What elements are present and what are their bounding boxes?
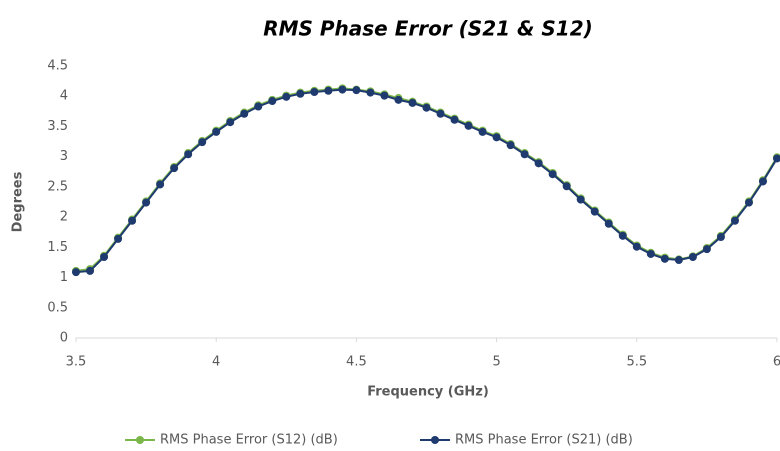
series-marker bbox=[170, 164, 179, 173]
series-marker bbox=[548, 170, 557, 179]
series-marker bbox=[100, 253, 109, 262]
series-marker bbox=[688, 253, 697, 262]
series-marker bbox=[576, 195, 585, 204]
y-tick-label: 0.5 bbox=[47, 300, 68, 315]
series-marker bbox=[702, 245, 711, 254]
series-marker bbox=[338, 85, 347, 94]
series-marker bbox=[296, 89, 305, 98]
series-marker bbox=[394, 95, 403, 104]
series-marker bbox=[240, 109, 249, 118]
series-marker bbox=[226, 118, 235, 127]
y-tick-label: 3 bbox=[60, 149, 68, 164]
y-axis-title: Degrees bbox=[11, 171, 26, 232]
series-marker bbox=[114, 234, 123, 243]
series-marker bbox=[72, 268, 80, 277]
series-marker bbox=[660, 254, 669, 263]
series-marker bbox=[646, 249, 655, 258]
x-tick-label: 4 bbox=[212, 355, 220, 370]
series-marker bbox=[86, 266, 95, 275]
series-marker bbox=[380, 91, 389, 100]
x-tick-label: 3.5 bbox=[66, 355, 87, 370]
y-tick-label: 4 bbox=[60, 89, 68, 104]
series-marker bbox=[142, 198, 151, 207]
series-marker bbox=[450, 115, 459, 124]
series-marker bbox=[436, 109, 445, 118]
series-line bbox=[75, 87, 778, 272]
series-marker bbox=[254, 102, 263, 111]
x-tick-label: 5 bbox=[492, 355, 500, 370]
series-marker bbox=[156, 180, 165, 189]
series-marker bbox=[198, 138, 207, 147]
x-axis-title: Frequency (GHz) bbox=[367, 385, 489, 400]
series-marker bbox=[366, 88, 375, 97]
series-marker bbox=[773, 154, 780, 163]
series-marker bbox=[562, 182, 571, 191]
series-marker bbox=[282, 92, 291, 101]
y-tick-label: 2.5 bbox=[47, 179, 68, 194]
x-tick-label: 6 bbox=[773, 355, 780, 370]
x-tick-label: 5.5 bbox=[626, 355, 647, 370]
y-tick-label: 4.5 bbox=[47, 59, 68, 74]
series-marker bbox=[310, 87, 319, 96]
legend-label: RMS Phase Error (S21) (dB) bbox=[455, 433, 633, 448]
series-marker bbox=[604, 219, 613, 228]
series-marker bbox=[478, 127, 487, 136]
series-marker bbox=[506, 141, 515, 150]
y-tick-label: 1 bbox=[60, 270, 68, 285]
x-tick-label: 4.5 bbox=[346, 355, 367, 370]
legend-marker bbox=[431, 436, 439, 444]
series-marker bbox=[520, 150, 529, 159]
series-marker bbox=[744, 198, 753, 207]
y-tick-label: 3.5 bbox=[47, 119, 68, 134]
y-tick-label: 2 bbox=[60, 210, 68, 225]
series-marker bbox=[422, 103, 431, 112]
series-marker bbox=[128, 216, 137, 225]
series-marker bbox=[716, 233, 725, 242]
series-marker bbox=[492, 133, 501, 142]
legend-marker bbox=[136, 436, 144, 444]
legend-label: RMS Phase Error (S12) (dB) bbox=[160, 433, 338, 448]
series-marker bbox=[534, 159, 543, 168]
series-marker bbox=[184, 150, 193, 159]
series-marker bbox=[730, 216, 739, 225]
series-marker bbox=[590, 207, 599, 216]
series-marker bbox=[758, 177, 767, 186]
series-marker bbox=[674, 256, 683, 265]
series-marker bbox=[324, 86, 333, 95]
series-marker bbox=[352, 86, 361, 95]
series-marker bbox=[464, 121, 473, 130]
series-line bbox=[75, 88, 778, 274]
series-marker bbox=[268, 97, 277, 106]
series-marker bbox=[408, 98, 417, 107]
series-marker bbox=[212, 127, 221, 136]
y-tick-label: 0 bbox=[60, 331, 68, 346]
series-marker bbox=[632, 242, 641, 251]
chart-title: RMS Phase Error (S21 & S12) bbox=[263, 17, 593, 41]
series-marker bbox=[618, 231, 627, 240]
y-tick-label: 1.5 bbox=[47, 240, 68, 255]
